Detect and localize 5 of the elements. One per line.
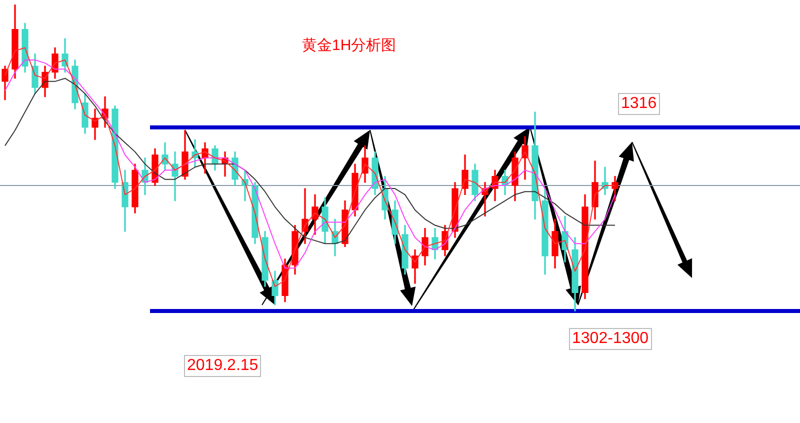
text: 黄金1H分析图 — [302, 36, 396, 55]
candlestick — [602, 166, 608, 195]
annotation: 1316 — [618, 93, 660, 115]
text: 2019.2.15 — [184, 355, 262, 377]
text: 1302-1300 — [569, 328, 652, 350]
